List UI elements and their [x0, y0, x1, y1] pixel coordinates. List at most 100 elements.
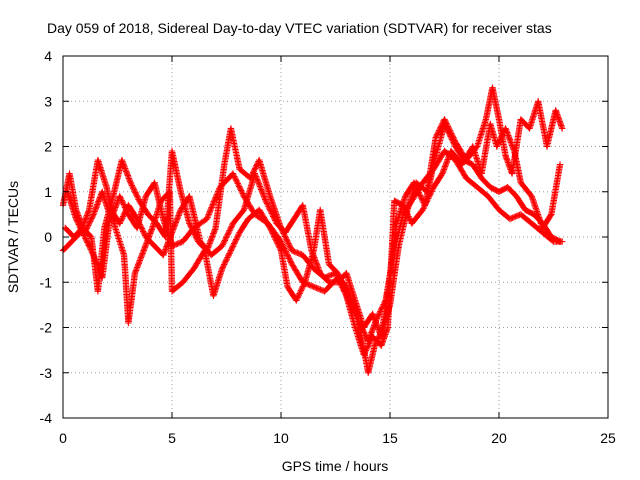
data-point	[378, 289, 391, 340]
x-tick-label: 5	[168, 430, 176, 446]
y-axis-label: SDTVAR / TECUs	[5, 181, 21, 293]
data-point	[282, 216, 297, 236]
y-tick-label: 1	[44, 184, 52, 200]
data-point	[484, 193, 502, 212]
data-point	[236, 216, 251, 236]
data-point	[210, 267, 225, 299]
data-point	[212, 163, 228, 232]
data-point	[430, 171, 445, 191]
data-point	[168, 208, 184, 236]
x-tick-label: 25	[600, 430, 616, 446]
data-point	[308, 247, 323, 275]
data-point	[127, 179, 142, 203]
data-point	[68, 230, 83, 245]
data-point	[66, 170, 79, 212]
y-tick-label: 2	[44, 139, 52, 155]
data-point	[539, 220, 554, 239]
data-point	[99, 208, 114, 281]
data-point	[229, 207, 247, 227]
data-point	[559, 125, 566, 132]
data-point	[186, 193, 204, 244]
data-point	[125, 211, 140, 230]
chart-title: Day 059 of 2018, Sidereal Day-to-day VTE…	[47, 20, 552, 36]
data-point	[197, 238, 214, 258]
data-point	[133, 215, 149, 239]
data-point	[125, 271, 138, 327]
data-point	[288, 247, 305, 258]
data-point	[94, 156, 110, 189]
data-point	[556, 161, 564, 168]
x-tick-label: 10	[273, 430, 289, 446]
data-point	[408, 207, 425, 227]
data-point	[365, 343, 378, 376]
x-axis-label: GPS time / hours	[282, 458, 389, 474]
y-tick-label: 0	[44, 229, 52, 245]
data-point	[81, 233, 96, 257]
data-point	[360, 334, 376, 358]
data-point	[160, 230, 175, 259]
data-point	[317, 270, 332, 285]
y-tick-label: -2	[40, 320, 53, 336]
data-point	[421, 162, 437, 209]
data-point	[447, 147, 465, 167]
data-point	[478, 175, 493, 190]
data-point	[474, 117, 489, 150]
data-point	[168, 280, 185, 295]
y-tick-label: 4	[44, 48, 52, 64]
data-point	[452, 143, 467, 162]
data-point	[293, 280, 308, 304]
axis-ticks: 0 5 10 15 20 25 -4 -3 -2 -1 0 1 2 3 4	[40, 48, 616, 446]
data-point	[125, 202, 140, 221]
data-point	[502, 125, 517, 153]
data-point	[266, 224, 284, 253]
data-point	[460, 156, 475, 168]
data-point	[251, 170, 269, 203]
data-point	[299, 202, 315, 253]
data-point	[474, 184, 491, 199]
data-point	[528, 220, 545, 235]
data-point	[227, 125, 243, 171]
data-point	[177, 194, 192, 214]
data-point	[517, 179, 534, 199]
data-point	[522, 206, 536, 217]
data-point	[325, 260, 340, 276]
data-point	[511, 147, 524, 185]
data-point	[256, 206, 273, 230]
data-point	[118, 156, 134, 185]
data-point	[290, 203, 306, 223]
data-point	[343, 270, 358, 302]
y-tick-label: -3	[40, 365, 53, 381]
y-tick-label: 3	[44, 93, 52, 109]
x-tick-label: 15	[382, 430, 398, 446]
data-point	[262, 197, 280, 226]
data-point	[179, 266, 196, 286]
data-point	[218, 221, 236, 250]
data-point	[469, 161, 484, 181]
data-point	[208, 243, 225, 259]
x-tick-label: 20	[491, 430, 507, 446]
data-point	[288, 260, 306, 285]
data-point	[227, 230, 243, 254]
x-tick-label: 0	[59, 430, 67, 446]
data-point	[277, 247, 291, 289]
data-point	[441, 120, 458, 149]
data-point	[72, 215, 88, 239]
data-point	[384, 221, 400, 295]
data-point	[136, 197, 151, 217]
data-point	[218, 248, 234, 272]
data-point	[277, 238, 295, 266]
data-point	[256, 156, 273, 198]
data-point	[548, 233, 562, 245]
y-tick-label: -4	[40, 410, 53, 426]
data-point	[142, 233, 157, 249]
data-point	[556, 238, 564, 245]
data-point	[343, 292, 358, 330]
data-layer	[59, 84, 566, 376]
data-point	[393, 194, 408, 227]
data-point	[229, 170, 247, 199]
data-point	[548, 163, 563, 218]
data-point	[530, 211, 545, 226]
data-point	[317, 206, 332, 266]
y-tick-label: -1	[40, 274, 53, 290]
